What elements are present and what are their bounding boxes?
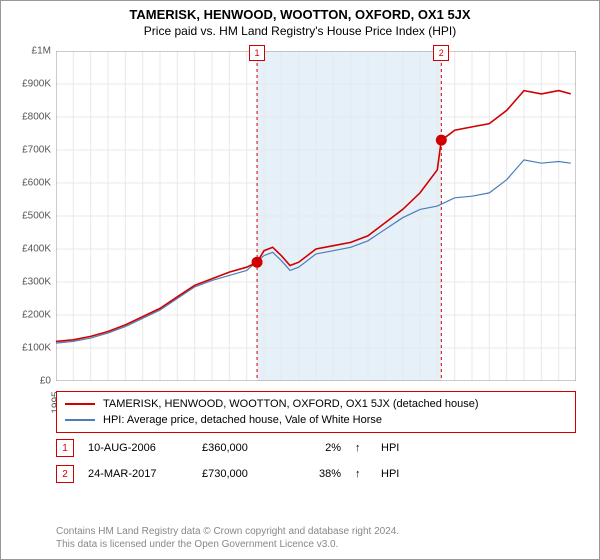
y-tick-label: £700K — [6, 145, 51, 156]
event-marker-label: 2 — [433, 45, 449, 61]
footer-line-2: This data is licensed under the Open Gov… — [56, 538, 399, 551]
y-tick-label: £200K — [6, 310, 51, 321]
y-tick-label: £400K — [6, 244, 51, 255]
legend-swatch-subject — [65, 403, 95, 405]
legend-row-subject: TAMERISK, HENWOOD, WOOTTON, OXFORD, OX1 … — [65, 396, 567, 412]
y-tick-label: £0 — [6, 376, 51, 387]
y-tick-label: £500K — [6, 211, 51, 222]
plot-svg — [56, 51, 576, 381]
y-tick-label: £800K — [6, 112, 51, 123]
up-arrow-icon: ↑ — [355, 442, 367, 454]
up-arrow-icon: ↑ — [355, 468, 367, 480]
y-tick-label: £900K — [6, 79, 51, 90]
sale-marker-1: 1 — [56, 439, 74, 457]
sale-vs-2: HPI — [381, 468, 399, 480]
y-tick-label: £1M — [6, 46, 51, 57]
y-tick-label: £300K — [6, 277, 51, 288]
legend-label-hpi: HPI: Average price, detached house, Vale… — [103, 414, 382, 426]
chart-title: TAMERISK, HENWOOD, WOOTTON, OXFORD, OX1 … — [1, 7, 599, 22]
event-marker-label: 1 — [249, 45, 265, 61]
sale-pct-1: 2% — [296, 442, 341, 454]
sale-row-2: 2 24-MAR-2017 £730,000 38% ↑ HPI — [56, 461, 576, 487]
chart-subtitle: Price paid vs. HM Land Registry's House … — [1, 24, 599, 38]
sales-table: 1 10-AUG-2006 £360,000 2% ↑ HPI 2 24-MAR… — [56, 435, 576, 487]
sale-vs-1: HPI — [381, 442, 399, 454]
footer: Contains HM Land Registry data © Crown c… — [56, 525, 399, 551]
legend-swatch-hpi — [65, 419, 95, 421]
sale-date-1: 10-AUG-2006 — [88, 442, 188, 454]
legend-label-subject: TAMERISK, HENWOOD, WOOTTON, OXFORD, OX1 … — [103, 398, 479, 410]
chart-container: TAMERISK, HENWOOD, WOOTTON, OXFORD, OX1 … — [0, 0, 600, 560]
title-block: TAMERISK, HENWOOD, WOOTTON, OXFORD, OX1 … — [1, 1, 599, 38]
legend: TAMERISK, HENWOOD, WOOTTON, OXFORD, OX1 … — [56, 391, 576, 433]
y-tick-label: £600K — [6, 178, 51, 189]
sale-price-2: £730,000 — [202, 468, 282, 480]
sale-row-1: 1 10-AUG-2006 £360,000 2% ↑ HPI — [56, 435, 576, 461]
legend-row-hpi: HPI: Average price, detached house, Vale… — [65, 412, 567, 428]
sale-price-1: £360,000 — [202, 442, 282, 454]
sale-date-2: 24-MAR-2017 — [88, 468, 188, 480]
sale-pct-2: 38% — [296, 468, 341, 480]
footer-line-1: Contains HM Land Registry data © Crown c… — [56, 525, 399, 538]
y-tick-label: £100K — [6, 343, 51, 354]
plot-area — [56, 51, 576, 381]
sale-marker-2: 2 — [56, 465, 74, 483]
